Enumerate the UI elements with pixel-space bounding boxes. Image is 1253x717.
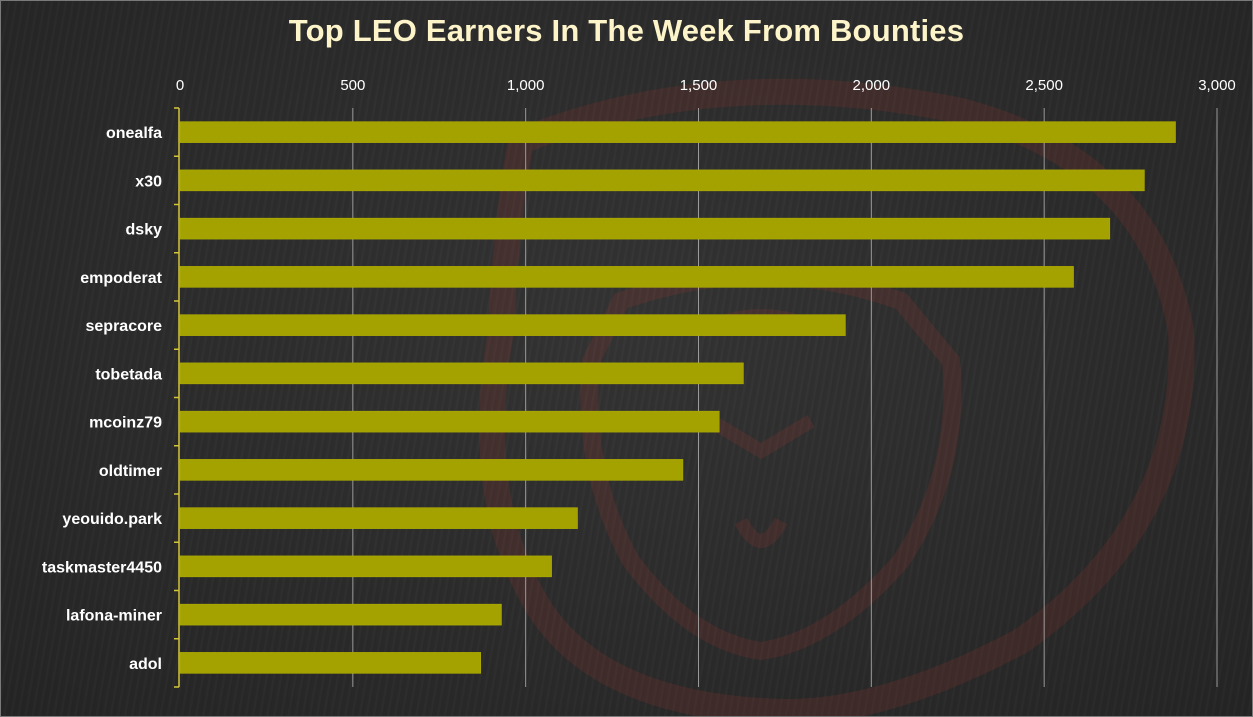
x-tick-label: 3,000 [1198,77,1236,94]
category-label: empoderat [80,270,162,287]
bar-yeouido.park [179,507,578,529]
x-tick-label: 2,000 [853,77,891,94]
x-tick-label: 1,000 [507,77,545,94]
category-label: x30 [135,173,162,190]
category-label: tobetada [95,366,162,383]
x-tick-label: 2,500 [1025,77,1063,94]
chart-title: Top LEO Earners In The Week From Bountie… [288,13,965,48]
bar-sepracore [179,314,846,336]
category-label: sepracore [86,318,163,335]
bar-mcoinz79 [179,410,720,433]
x-tick-label: 0 [176,77,184,94]
category-label: dsky [126,222,163,239]
category-label: adol [129,656,162,673]
category-label: taskmaster4450 [42,559,162,576]
bar-adol [179,652,481,674]
bar-tobetada [179,362,744,385]
x-tick-label: 1,500 [680,77,718,94]
bar-dsky [179,217,1111,240]
category-label: onealfa [106,125,162,142]
bar-onealfa [179,121,1176,143]
x-tick-label: 500 [340,77,365,94]
bar-lafona-miner [179,603,502,626]
bar-oldtimer [179,459,684,481]
category-label: lafona-miner [66,608,162,625]
bar-x30 [179,169,1145,192]
bar-empoderat [179,266,1074,288]
category-label: mcoinz79 [89,415,162,432]
category-label: oldtimer [99,463,162,480]
category-label: yeouido.park [62,511,162,528]
bar-taskmaster4450 [179,555,552,578]
